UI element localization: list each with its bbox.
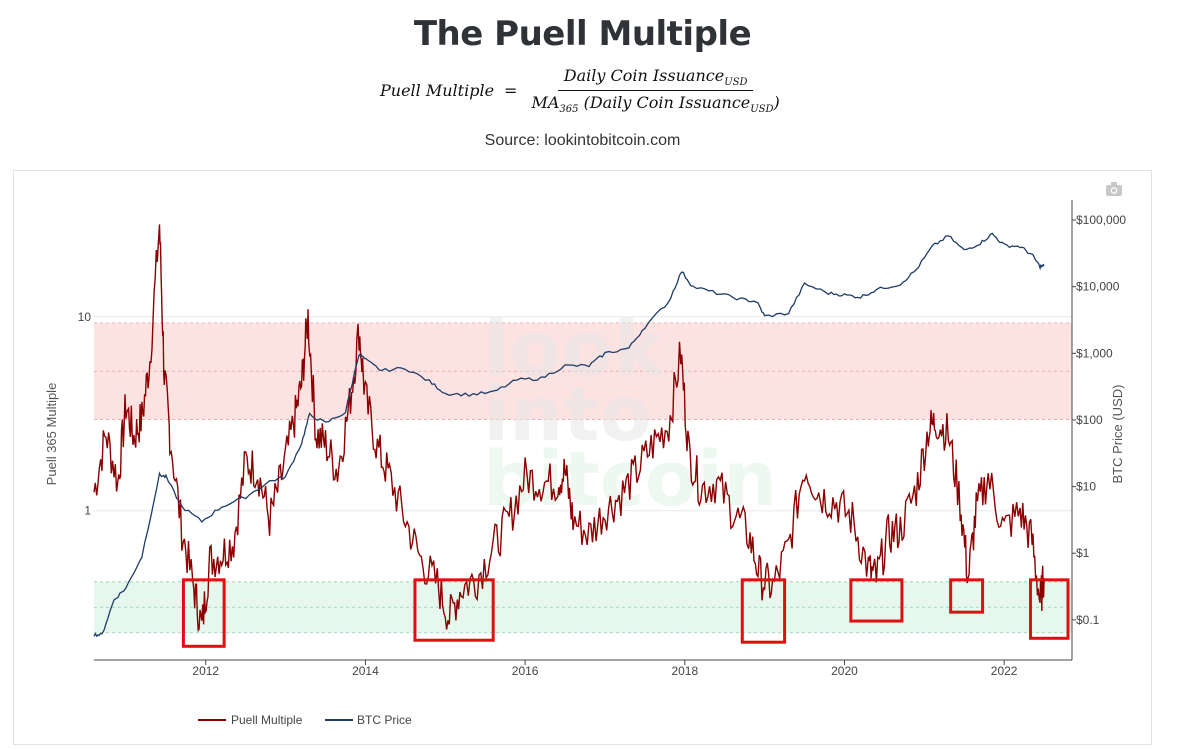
y-right-tick-label: $1 [1076, 546, 1090, 560]
y-left-tick-label: 1 [84, 504, 91, 518]
x-tick-label: 2012 [192, 664, 219, 678]
legend: Puell Multiple BTC Price [198, 713, 412, 727]
y-right-tick-label: $10,000 [1076, 280, 1120, 294]
camera-icon[interactable] [1106, 182, 1122, 196]
x-tick-label: 2018 [671, 664, 698, 678]
formula-numerator-sub: USD [724, 77, 748, 89]
highlight-box [849, 578, 904, 623]
y-left-axis-title: Puell 365 Multiple [44, 383, 59, 486]
formula-ma-sub: 365 [559, 104, 579, 116]
highlight-box [181, 578, 226, 648]
x-tick-label: 2014 [352, 664, 379, 678]
x-tick-label: 2022 [991, 664, 1018, 678]
watermark-look: look [483, 304, 665, 393]
y-right-tick-label: $10 [1076, 480, 1096, 494]
formula-fraction: Daily Coin IssuanceUSD MA365 (Daily Coin… [525, 66, 785, 115]
chart-frame [13, 170, 1152, 745]
highlight-box [413, 578, 495, 642]
formula-denominator-text: (Daily Coin Issuance [583, 93, 751, 113]
formula-equals: = [504, 81, 518, 101]
y-right-axis-title: BTC Price (USD) [1110, 385, 1125, 484]
formula-denominator: MA365 (Daily Coin IssuanceUSD) [525, 91, 785, 115]
y-left-tick-label: 10 [78, 310, 92, 324]
y-right-tick-label: $100,000 [1076, 213, 1126, 227]
puell-multiple-line [93, 224, 1045, 633]
x-tick-label: 2016 [512, 664, 539, 678]
formula-numerator: Daily Coin IssuanceUSD [557, 66, 754, 92]
highlight-box [740, 578, 787, 644]
legend-item-puell[interactable]: Puell Multiple [198, 713, 303, 727]
formula-ma: MA [531, 93, 560, 113]
page-title: The Puell Multiple [413, 14, 752, 54]
legend-item-btc[interactable]: BTC Price [325, 713, 412, 727]
watermark: look into bitcoin [483, 304, 777, 523]
formula-lhs: Puell Multiple [380, 81, 495, 101]
y-right-tick-label: $1,000 [1076, 346, 1113, 360]
y-right-tick-label: $0.1 [1076, 613, 1100, 627]
puell-formula: Puell Multiple = Daily Coin IssuanceUSD … [380, 66, 786, 115]
btc-price-line [93, 232, 1045, 638]
watermark-into: into [483, 369, 652, 458]
source-credit: Source: lookintobitcoin.com [484, 132, 681, 149]
formula-numerator-text: Daily Coin Issuance [563, 66, 725, 85]
y-right-tick-label: $100 [1076, 413, 1103, 427]
x-tick-label: 2020 [831, 664, 858, 678]
highlight-box [949, 578, 985, 614]
formula-denominator-sub: USD [750, 104, 774, 116]
legend-btc-label: BTC Price [357, 713, 412, 727]
formula-denominator-close: ) [773, 93, 780, 113]
highlight-box [1028, 578, 1070, 640]
legend-puell-label: Puell Multiple [231, 713, 303, 727]
